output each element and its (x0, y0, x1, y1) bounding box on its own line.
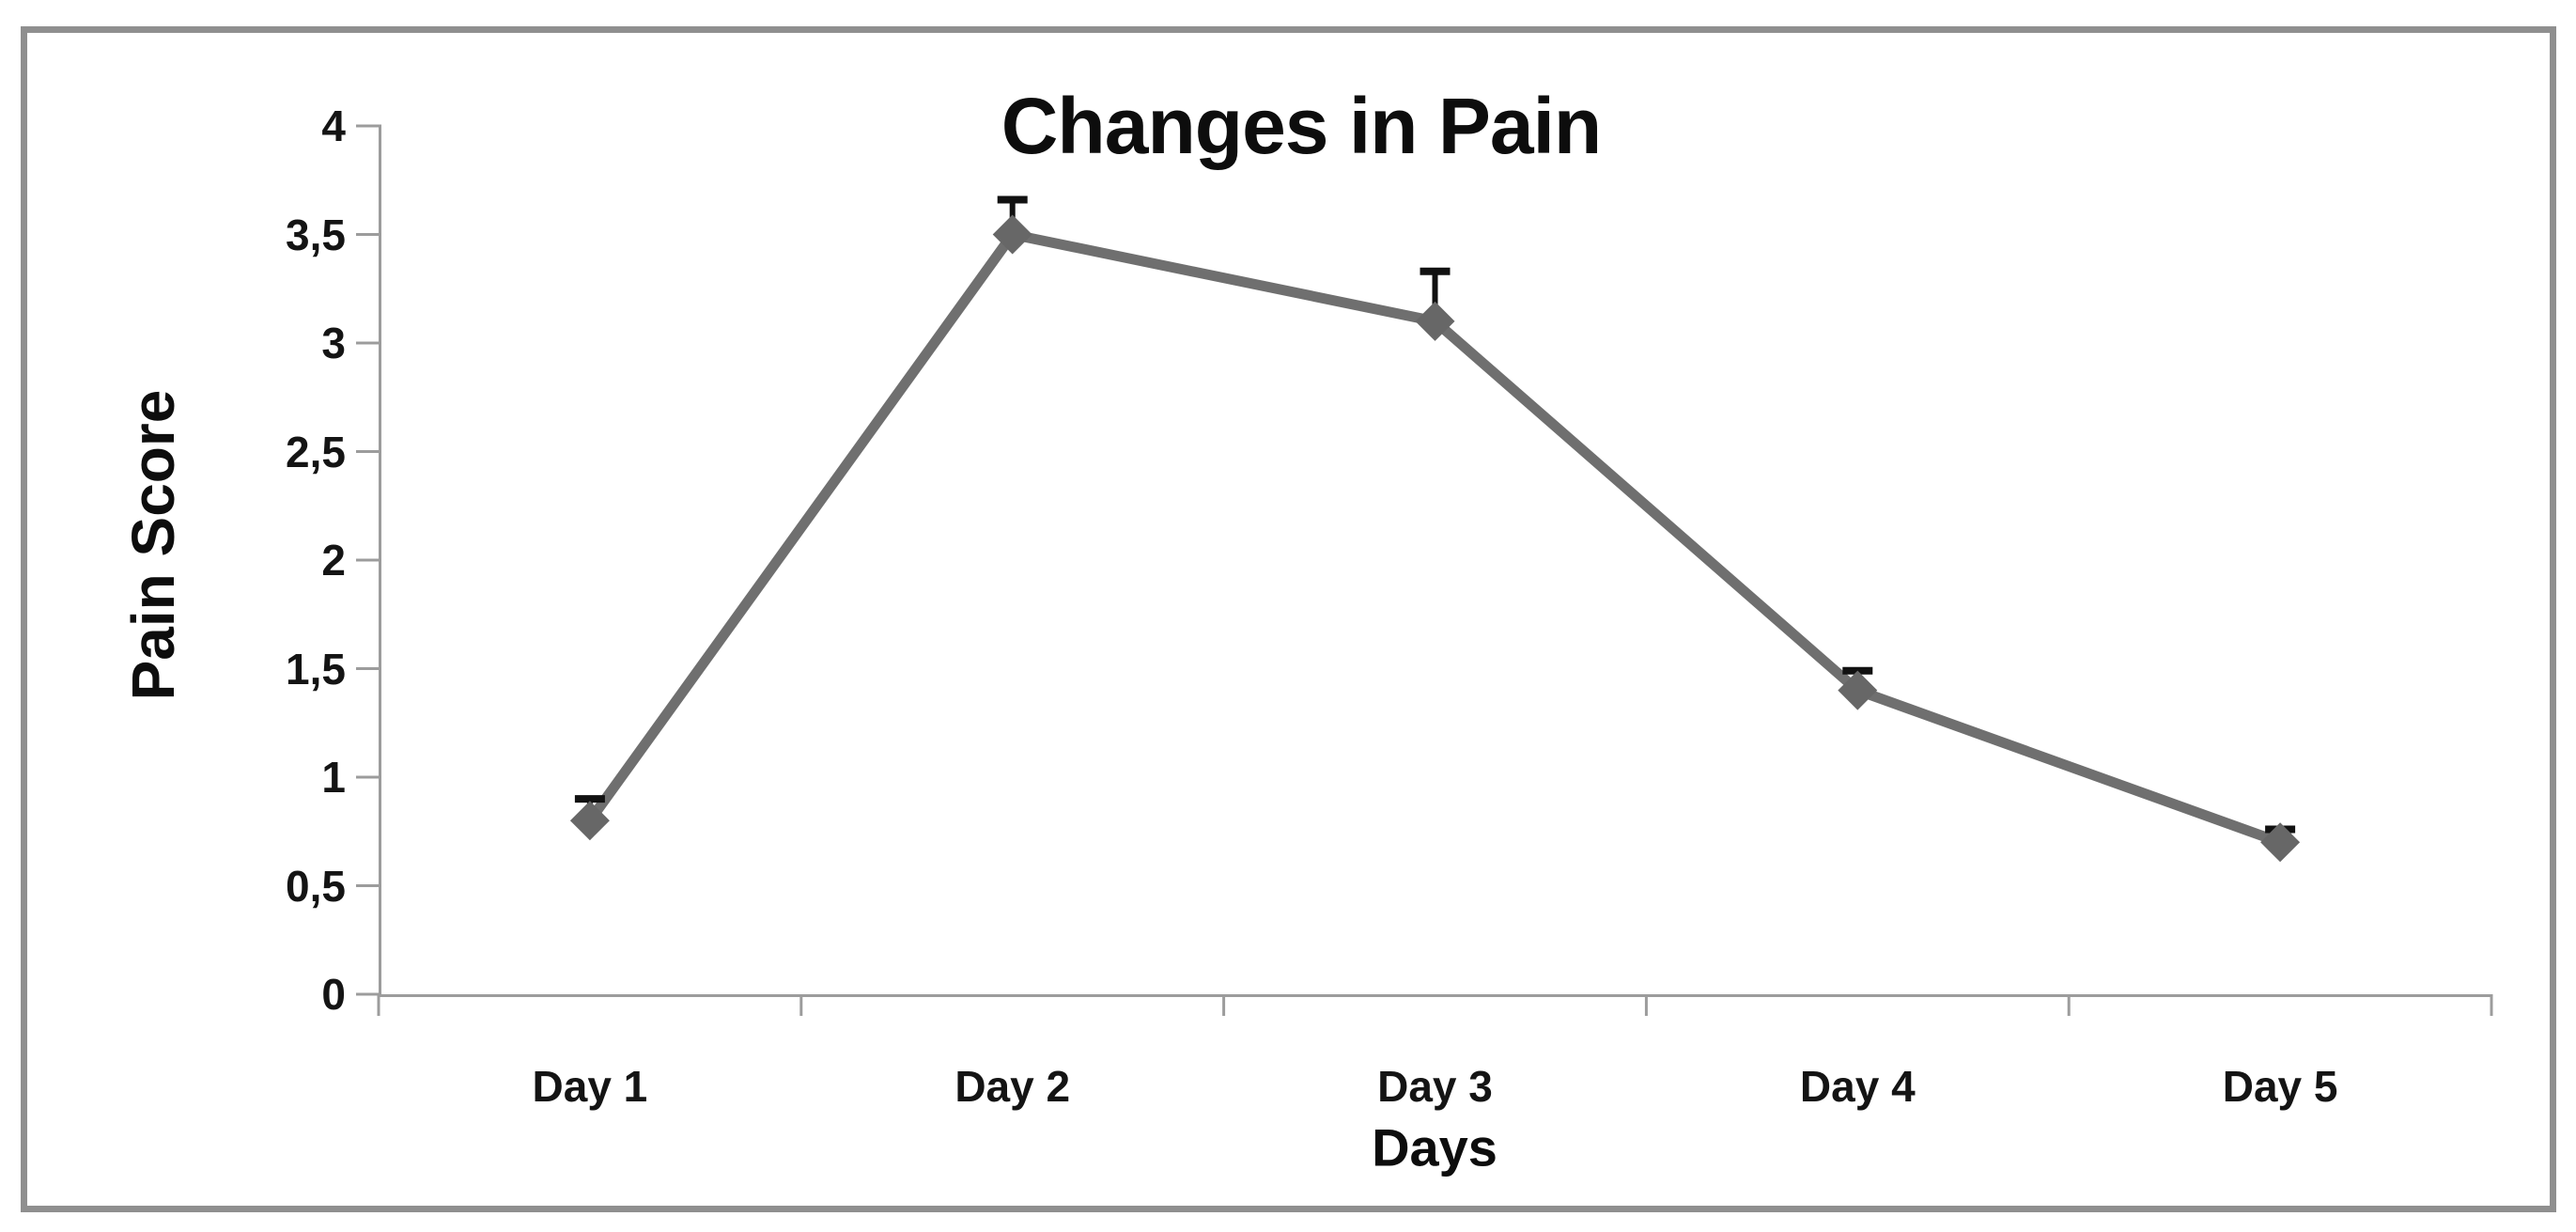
data-point-marker (992, 214, 1032, 255)
y-tick-label: 0 (321, 970, 346, 1019)
x-category-label: Day 4 (1799, 1062, 1916, 1111)
data-point-marker (1415, 301, 1455, 341)
x-category-label: Day 5 (2222, 1062, 2338, 1111)
y-tick-label: 2,5 (286, 427, 346, 476)
x-axis-title: Days (1372, 1117, 1497, 1177)
chart-title: Changes in Pain (1001, 82, 1602, 170)
data-point-marker (569, 801, 610, 841)
data-point-marker (1838, 670, 1878, 710)
y-tick-label: 3 (321, 319, 346, 367)
data-point-marker (2260, 822, 2301, 863)
y-tick-label: 0,5 (286, 861, 346, 911)
x-category-label: Day 3 (1377, 1062, 1493, 1111)
y-tick-label: 3,5 (286, 210, 346, 259)
y-tick-label: 4 (321, 101, 346, 150)
x-category-label: Day 2 (954, 1062, 1071, 1111)
y-tick-label: 2 (321, 536, 346, 585)
y-tick-label: 1 (321, 753, 346, 802)
y-axis-title: Pain Score (119, 389, 187, 701)
x-category-label: Day 1 (532, 1062, 648, 1111)
chart-outer-frame (21, 26, 2556, 1212)
y-tick-label: 1,5 (286, 644, 346, 694)
